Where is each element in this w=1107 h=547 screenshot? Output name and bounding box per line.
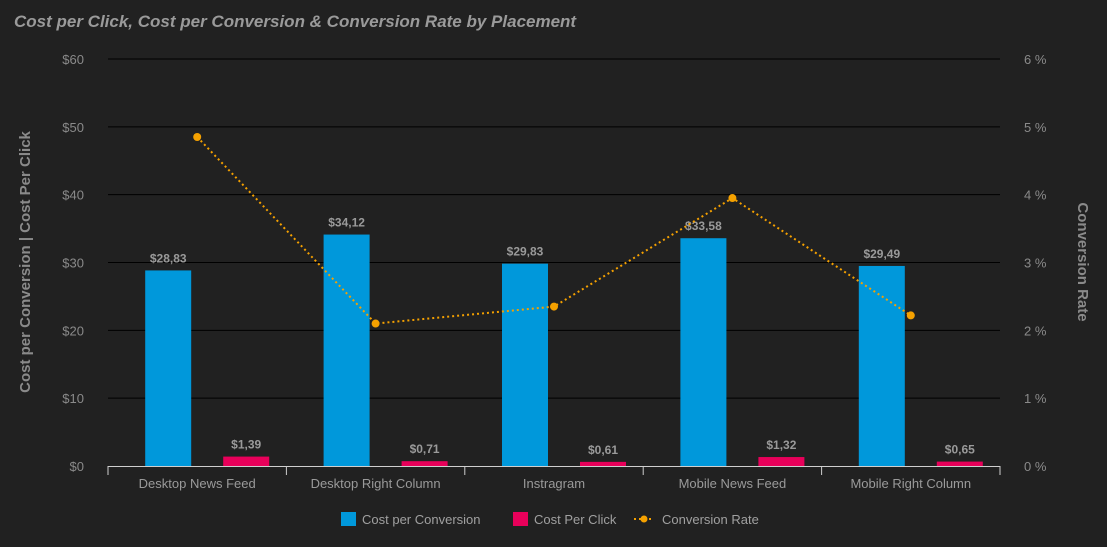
- left-tick-label: $40: [62, 188, 84, 203]
- conversion-rate-line: [196, 136, 912, 325]
- right-axis-ticks: 0 % 1 % 2 % 3 % 4 % 5 % 6 %: [1024, 52, 1047, 474]
- left-tick-label: $60: [62, 52, 84, 67]
- data-label: $1,39: [231, 438, 261, 452]
- x-tick-label: Desktop Right Column: [311, 476, 441, 491]
- bar: [680, 238, 727, 466]
- bar: [502, 263, 548, 466]
- right-tick-label: 0 %: [1024, 459, 1047, 474]
- line-point: [193, 133, 202, 142]
- line-point: [550, 302, 558, 311]
- grid-lines: [108, 58, 1000, 399]
- legend-marker: [640, 515, 648, 523]
- chart-title: Cost per Click, Cost per Conversion & Co…: [14, 12, 577, 31]
- left-tick-label: $10: [62, 391, 84, 406]
- line-point: [906, 311, 915, 320]
- bar-series: $28,83 $34,12 $29,83 $33,58 $29,49 $1,39 $0,71…: [145, 216, 983, 466]
- line-series: [193, 133, 915, 328]
- bar: [145, 270, 192, 466]
- bar: [401, 461, 448, 466]
- x-tick-label: Desktop News Feed: [139, 476, 256, 491]
- legend-label: Cost Per Click: [534, 512, 617, 527]
- data-label: $0,71: [410, 442, 440, 456]
- data-label: $28,83: [150, 251, 187, 265]
- data-label: $34,12: [328, 216, 365, 230]
- right-axis-title: Conversion Rate: [1074, 202, 1091, 321]
- left-tick-label: $0: [70, 459, 84, 474]
- left-tick-label: $20: [62, 323, 84, 338]
- data-label: $0,65: [945, 443, 975, 457]
- x-axis: Desktop News Feed Desktop Right Column Ins…: [107, 466, 1001, 491]
- bar: [936, 461, 983, 466]
- right-tick-label: 3 %: [1024, 256, 1047, 271]
- right-tick-label: 5 %: [1024, 120, 1047, 135]
- right-tick-label: 2 %: [1024, 323, 1047, 338]
- left-axis-ticks: $0 $10 $20 $30 $40 $50 $60: [62, 52, 84, 474]
- right-tick-label: 1 %: [1024, 391, 1047, 406]
- legend: Cost per Conversion Cost Per Click Convers…: [341, 512, 759, 527]
- right-tick-label: 4 %: [1024, 188, 1047, 203]
- x-tick-label: Mobile News Feed: [679, 476, 787, 491]
- legend-label: Cost per Conversion: [362, 512, 481, 527]
- right-tick-label: 6 %: [1024, 52, 1047, 67]
- bar: [858, 265, 905, 466]
- line-point: [728, 194, 737, 203]
- bar: [758, 457, 805, 466]
- data-label: $0,61: [588, 443, 618, 457]
- x-tick-label: Instragram: [523, 476, 585, 491]
- left-tick-label: $30: [62, 256, 84, 271]
- line-point: [371, 319, 380, 328]
- x-tick-label: Mobile Right Column: [850, 476, 971, 491]
- bar: [223, 456, 270, 466]
- legend-swatch: [341, 512, 356, 526]
- left-tick-label: $50: [62, 120, 84, 135]
- data-label: $33,58: [685, 219, 722, 233]
- bar: [580, 461, 626, 466]
- legend-swatch: [513, 512, 528, 526]
- bar: [323, 234, 370, 466]
- left-axis-title: Cost per Conversion | Cost Per Click: [17, 130, 34, 392]
- legend-label: Conversion Rate: [662, 512, 759, 527]
- data-label: $29,49: [863, 247, 900, 261]
- data-label: $29,83: [507, 245, 544, 259]
- data-label: $1,32: [766, 438, 796, 452]
